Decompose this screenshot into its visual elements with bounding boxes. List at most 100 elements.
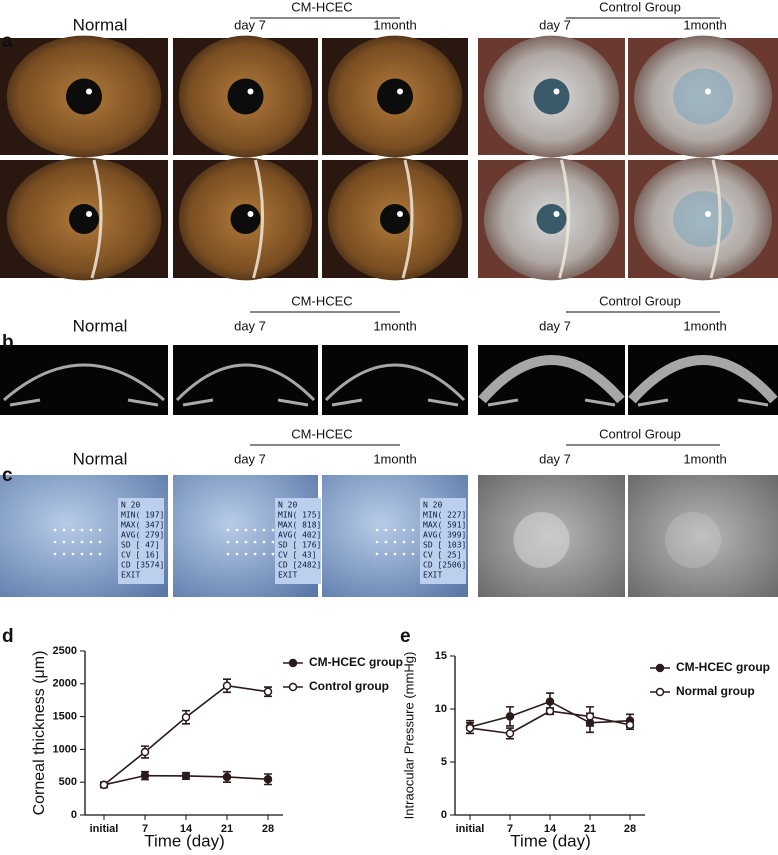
data-point	[140, 747, 150, 757]
time-label: 1month	[373, 17, 416, 32]
cell-dot	[375, 552, 379, 556]
x-tick-label: initial	[456, 823, 485, 835]
cell-dot	[402, 552, 406, 556]
cell-dot	[393, 528, 397, 532]
y-tick-label: 15	[435, 650, 447, 662]
cell-dot	[262, 528, 266, 532]
data-point	[505, 712, 515, 721]
group-label: Control Group	[599, 426, 681, 441]
cell-dot	[80, 540, 84, 544]
iris-line	[487, 398, 616, 407]
cell-dot	[89, 528, 93, 532]
reflex	[397, 88, 403, 95]
cell-dot	[226, 552, 230, 556]
legend-label: CM-HCEC group	[309, 655, 403, 669]
cell-dot	[384, 528, 388, 532]
y-tick-label: 1500	[53, 711, 77, 723]
oct-image	[322, 345, 468, 415]
slit-beam	[709, 159, 722, 279]
x-tick-label: 14	[544, 823, 557, 835]
readout-box	[118, 498, 164, 584]
cell-dot	[62, 552, 66, 556]
cell-dot	[235, 540, 239, 544]
cell-dot	[384, 552, 388, 556]
photo-bg	[0, 345, 168, 415]
readout-box	[275, 498, 321, 584]
cornea	[324, 363, 466, 402]
charts: d 0 500 1000 1500 2000 2500 initial 7 14 21 28 Time …	[2, 626, 770, 850]
cell-image	[478, 475, 625, 597]
legend-marker	[288, 682, 298, 692]
group-label: CM-HCEC	[291, 293, 352, 308]
normal-label: Normal	[73, 316, 128, 335]
cell-dot	[262, 540, 266, 544]
legend-label: CM-HCEC group	[676, 660, 770, 674]
oct-image	[0, 345, 168, 415]
cell-dot	[71, 528, 75, 532]
normal-label: Normal	[73, 449, 128, 468]
data-point	[585, 712, 595, 721]
data-point	[222, 772, 232, 782]
cell-dot	[235, 552, 239, 556]
lesion	[513, 512, 570, 568]
cell-dot	[89, 552, 93, 556]
x-tick-label: 7	[142, 823, 148, 835]
readout-line: CD [2482]	[278, 561, 321, 570]
cell-dot	[375, 540, 379, 544]
readout-line: MAX( 347]	[121, 521, 164, 530]
cell-dot	[53, 540, 57, 544]
readout-line: CD [2506]	[423, 561, 466, 570]
reflex	[553, 88, 560, 95]
reflex	[397, 211, 403, 217]
readout-line: MIN( 175]	[278, 511, 321, 520]
oct-image	[628, 345, 778, 415]
data-point	[263, 687, 273, 696]
pupil	[380, 204, 410, 234]
time-label: day 7	[539, 318, 571, 333]
cell-dot	[98, 552, 102, 556]
cell-dot	[402, 540, 406, 544]
time-label: 1month	[683, 451, 726, 466]
readout-line: N 20	[278, 501, 297, 510]
y-tick-label: 2000	[53, 678, 77, 690]
pupil	[536, 204, 567, 234]
cell-dot	[411, 540, 415, 544]
cornea	[175, 363, 316, 402]
oct-image	[478, 345, 625, 415]
readout-line: MAX( 818]	[278, 521, 321, 530]
readout-line: EXIT	[278, 571, 297, 580]
legend-marker	[655, 687, 665, 697]
eye-photo	[0, 157, 168, 281]
panel-letter: b	[2, 332, 14, 353]
cell-dot	[271, 540, 275, 544]
slit-beam	[401, 159, 414, 279]
panel-letter: e	[400, 626, 411, 647]
readout-line: MIN( 197]	[121, 511, 164, 520]
pupil	[69, 204, 99, 234]
cell-dot	[375, 528, 379, 532]
iris-line	[182, 398, 309, 407]
time-label: day 7	[234, 451, 266, 466]
cell-dot	[384, 540, 388, 544]
readout-line: AVG( 279]	[121, 531, 164, 540]
y-tick-label: 10	[435, 703, 447, 715]
cell-dot	[62, 528, 66, 532]
time-label: day 7	[234, 318, 266, 333]
readout-line: SD [ 47]	[121, 541, 160, 550]
cell-image	[628, 475, 778, 597]
cornea	[3, 363, 165, 402]
data-point	[181, 771, 191, 781]
readout-line: EXIT	[121, 571, 140, 580]
data-point	[545, 706, 555, 716]
legend-label: Control group	[309, 679, 389, 693]
data-point	[263, 774, 273, 784]
readout-line: N 20	[121, 501, 140, 510]
legend-label: Normal group	[676, 684, 755, 698]
readout-line: SD [ 103]	[423, 541, 466, 550]
cell-dot	[71, 552, 75, 556]
readout-line: AVG( 402]	[278, 531, 321, 540]
y-axis-label: Intraocular Pressure (mmHg)	[401, 652, 416, 820]
group-label: Control Group	[599, 293, 681, 308]
data-point	[505, 729, 515, 738]
normal-label: Normal	[73, 15, 128, 34]
